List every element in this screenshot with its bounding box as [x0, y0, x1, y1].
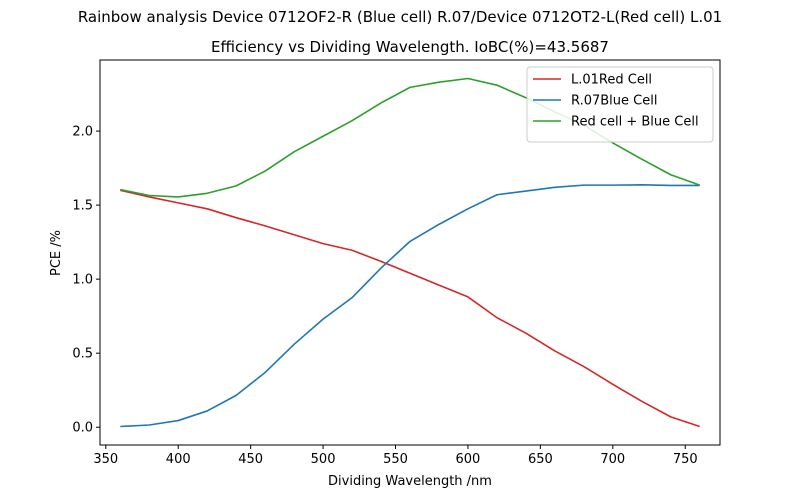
- x-axis-label: Dividing Wavelength /nm: [328, 474, 492, 489]
- figure-suptitle: Rainbow analysis Device 0712OF2-R (Blue …: [78, 8, 722, 26]
- x-tick-label: 750: [673, 452, 698, 467]
- x-tick-label: 650: [528, 452, 553, 467]
- x-axis-ticks: 350 400 450 500 550 600 650 700 750: [93, 445, 698, 467]
- x-tick-label: 350: [93, 452, 118, 467]
- chart-title: Efficiency vs Dividing Wavelength. IoBC(…: [211, 38, 609, 56]
- y-axis-ticks: 0.0 0.5 1.0 1.5 2.0: [72, 125, 100, 436]
- x-tick-label: 700: [600, 452, 625, 467]
- x-tick-label: 450: [238, 452, 263, 467]
- y-tick-label: 2.0: [72, 125, 93, 140]
- x-tick-label: 500: [311, 452, 336, 467]
- series-line-1: [120, 189, 700, 428]
- y-tick-label: 1.5: [72, 199, 93, 214]
- y-tick-label: 0.0: [72, 421, 93, 436]
- legend-entry-label: R.07Blue Cell: [571, 94, 657, 109]
- x-tick-label: 400: [166, 452, 191, 467]
- x-tick-label: 550: [383, 452, 408, 467]
- y-tick-label: 0.5: [72, 347, 93, 362]
- plot-frame: [99, 59, 721, 446]
- legend: L.01Red Cell R.07Blue Cell Red cell + Blue…: [526, 66, 714, 143]
- legend-entry-label: L.01Red Cell: [571, 73, 652, 88]
- x-tick-label: 600: [456, 452, 481, 467]
- y-tick-label: 1.0: [72, 273, 93, 288]
- legend-entry-label: Red cell + Blue Cell: [571, 115, 699, 130]
- series-line-2: [120, 184, 700, 428]
- legend-box: [526, 66, 714, 143]
- y-axis-label: PCE /%: [49, 230, 64, 276]
